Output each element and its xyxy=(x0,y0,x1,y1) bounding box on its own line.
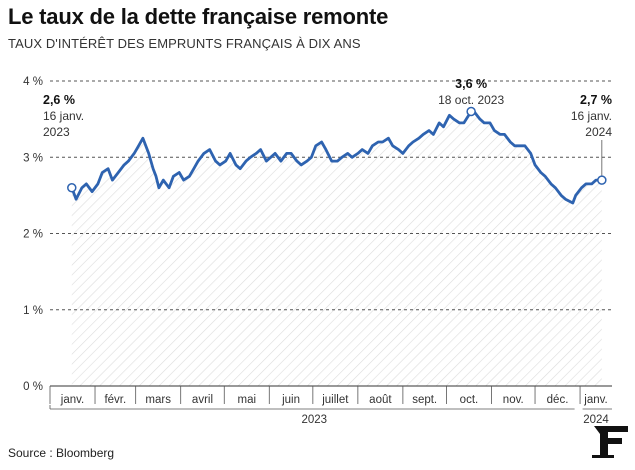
x-tick-label: févr. xyxy=(104,394,126,406)
annotation-date: 16 janv. xyxy=(43,109,84,123)
y-tick-label: 1 % xyxy=(23,305,43,317)
x-tick-label: juillet xyxy=(321,394,349,406)
annotation-date: 2023 xyxy=(43,125,70,139)
series-line-layer xyxy=(70,110,604,205)
annotations-layer: 2,6 % 16 janv. 2023 3,6 % 18 oct. 2023 2,7 % 1… xyxy=(43,77,612,193)
annotation-marker xyxy=(67,183,77,193)
x-tick-label: déc. xyxy=(547,394,569,406)
y-tick-label: 2 % xyxy=(23,229,43,241)
annotation-date: 16 janv. xyxy=(571,109,612,123)
x-tick-label: août xyxy=(369,394,392,406)
y-tick-label: 3 % xyxy=(23,152,43,164)
year-label: 2024 xyxy=(583,414,609,426)
annotation-date: 2024 xyxy=(585,125,612,139)
area-fill xyxy=(71,111,602,386)
y-tick-label: 0 % xyxy=(23,381,43,393)
x-tick-label: oct. xyxy=(460,394,479,406)
chart-title: Le taux de la dette française remonte xyxy=(8,4,389,29)
series-line xyxy=(70,110,604,205)
annotation-marker xyxy=(597,175,607,185)
x-tick-label: janv. xyxy=(60,394,84,406)
x-tick-label: sept. xyxy=(412,394,437,406)
x-axis: janv. févr. mars avril mai juin juillet août sep… xyxy=(49,386,612,426)
x-tick-label: juin xyxy=(281,394,300,406)
x-tick-label: avril xyxy=(192,394,213,406)
x-tick-label: mai xyxy=(238,394,257,406)
le-figaro-logo-icon xyxy=(592,426,628,458)
annotation-date: 18 oct. 2023 xyxy=(438,93,504,107)
annotation-value: 2,7 % xyxy=(580,93,612,107)
x-tick-label: mars xyxy=(145,394,171,406)
year-label: 2023 xyxy=(302,414,328,426)
x-tick-label: nov. xyxy=(503,394,524,406)
annotation-value: 3,6 % xyxy=(455,77,487,91)
chart-subtitle: TAUX D'INTÉRÊT DES EMPRUNTS FRANÇAIS À D… xyxy=(8,36,361,51)
x-tick-label: janv. xyxy=(583,394,607,406)
annotation-marker xyxy=(466,106,476,117)
source-note: Source : Bloomberg xyxy=(8,446,115,460)
area-fill-layer xyxy=(71,111,602,386)
y-tick-label: 4 % xyxy=(23,76,43,88)
grid-layer: 0 % 1 % 2 % 3 % 4 % xyxy=(23,76,612,393)
annotation-value: 2,6 % xyxy=(43,93,75,107)
